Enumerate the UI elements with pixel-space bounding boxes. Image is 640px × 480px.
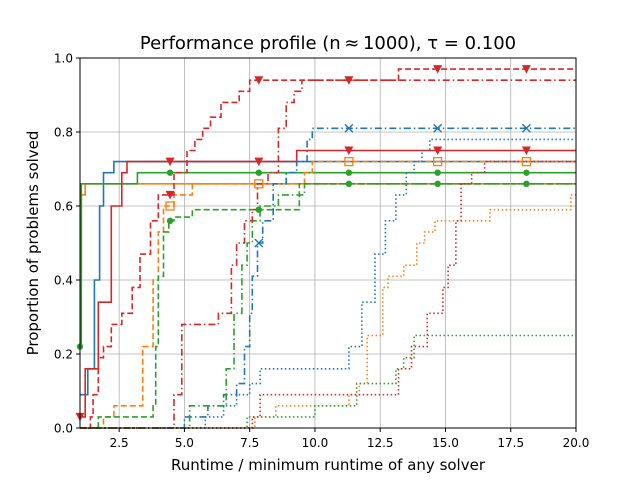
marker-x xyxy=(344,123,354,133)
y-tick-label: 0.0 xyxy=(54,422,73,436)
marker-triangle-down xyxy=(344,76,354,85)
marker-square xyxy=(344,156,354,167)
marker-circle xyxy=(523,180,530,187)
x-tick-label: 20.0 xyxy=(563,436,590,450)
marker-circle xyxy=(166,217,174,224)
marker-x xyxy=(433,123,443,133)
marker-circle xyxy=(345,169,353,176)
marker-square xyxy=(521,156,532,167)
series-markers xyxy=(75,65,532,422)
x-tick-label: 10.0 xyxy=(302,436,329,450)
marker-circle xyxy=(434,169,441,176)
series-line-dashdot-8 xyxy=(80,183,576,429)
x-tick-label: 17.5 xyxy=(497,436,524,450)
marker-x xyxy=(254,238,264,248)
marker-triangle-down xyxy=(165,157,175,167)
series-line-dotted-10 xyxy=(80,138,576,429)
y-axis-label: Proportion of problems solved xyxy=(24,131,42,356)
marker-square xyxy=(254,179,264,189)
marker-triangle-down xyxy=(254,76,264,85)
marker-triangle-down xyxy=(344,146,354,155)
marker-triangle-down xyxy=(433,146,443,155)
y-tick-label: 1.0 xyxy=(54,52,73,66)
marker-triangle-down xyxy=(433,65,443,74)
marker-circle xyxy=(166,169,174,176)
marker-circle xyxy=(345,180,353,187)
series-line-dotted-13 xyxy=(80,160,576,429)
y-tick-label: 0.6 xyxy=(54,200,73,214)
x-axis-label: Runtime / minimum runtime of any solver xyxy=(171,456,486,474)
y-tick-label: 0.2 xyxy=(54,348,73,362)
axis-ticks: 2.5 5.0 7.5 10.0 12.5 15.0 17.5 20.0 0.0 0.2 0.4 0.… xyxy=(54,52,589,451)
chart-title: Performance profile (n ≈ 1000), τ = 0.10… xyxy=(140,33,516,54)
x-tick-label: 12.5 xyxy=(367,436,394,450)
x-tick-label: 2.5 xyxy=(110,436,129,450)
x-tick-label: 15.0 xyxy=(432,436,459,450)
y-tick-label: 0.8 xyxy=(54,126,73,140)
x-tick-label: 5.0 xyxy=(175,436,194,450)
marker-triangle-down xyxy=(521,65,531,74)
series-line-dashed-5 xyxy=(80,183,576,429)
marker-square xyxy=(432,156,443,167)
series-line-dashed-6 xyxy=(80,68,576,429)
marker-triangle-down xyxy=(165,190,175,200)
marker-square xyxy=(165,201,175,211)
series-line-dashdot-9 xyxy=(80,79,576,429)
series-lines xyxy=(80,68,576,429)
series-line-solid-3 xyxy=(80,149,576,418)
marker-x xyxy=(521,123,531,133)
y-tick-label: 0.4 xyxy=(54,274,73,288)
marker-triangle-down xyxy=(521,146,531,155)
marker-triangle-down xyxy=(254,157,264,167)
marker-circle xyxy=(523,169,530,176)
plot-frame xyxy=(79,57,577,429)
marker-circle xyxy=(255,169,263,176)
marker-circle xyxy=(255,206,263,213)
marker-circle xyxy=(434,180,441,187)
series-line-solid-0 xyxy=(80,160,576,396)
x-tick-label: 7.5 xyxy=(240,436,259,450)
